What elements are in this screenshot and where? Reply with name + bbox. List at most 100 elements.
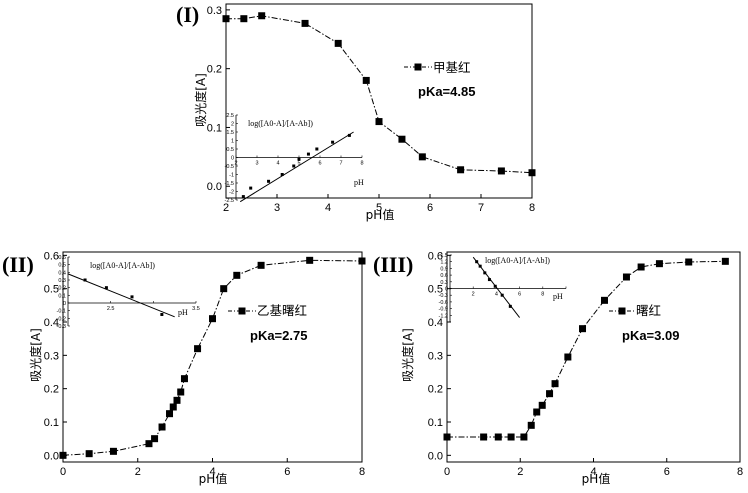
inset-y-tick-label: 2 — [231, 122, 234, 128]
inset-data-point — [331, 140, 335, 144]
inset-x-tick-label: 4 — [276, 161, 279, 167]
inset-y-tick-label: -0.1 — [57, 309, 66, 315]
data-point — [151, 435, 159, 443]
data-point — [721, 257, 729, 265]
data-point — [494, 433, 502, 441]
data-point — [222, 15, 230, 23]
data-point — [301, 19, 309, 27]
x-axis-label: pH值 — [366, 207, 395, 222]
inset-y-tick-label: 0.2 — [58, 286, 66, 292]
x-tick-label: 5 — [376, 202, 382, 214]
data-point — [233, 271, 241, 279]
data-point — [497, 167, 505, 175]
inset-x-tick-label: 8 — [360, 161, 363, 167]
inset-y-tick-label: 1.5 — [440, 253, 448, 259]
pka-annotation: pKa=3.09 — [622, 328, 679, 343]
pka-annotation: pKa=4.85 — [418, 84, 475, 99]
x-tick-label: 3 — [274, 202, 280, 214]
x-tick-label: 8 — [529, 202, 535, 214]
inset-data-point — [160, 313, 164, 316]
data-point — [457, 166, 465, 174]
data-point — [240, 15, 248, 23]
inset-y-tick-label: 1.5 — [226, 130, 234, 136]
inset-y-tick-label: -0.9 — [439, 307, 448, 313]
data-point — [538, 401, 546, 409]
inset-y-tick-label: -0.6 — [439, 300, 448, 306]
data-point — [306, 256, 314, 264]
inset-y-tick-label: 0 — [231, 156, 234, 162]
x-axis-label: pH值 — [199, 471, 228, 486]
legend-marker — [238, 307, 246, 315]
inset-data-point — [475, 260, 479, 264]
data-point — [398, 135, 406, 143]
x-tick-label: 0 — [60, 466, 66, 478]
y-tick-label: 0.2 — [207, 64, 222, 76]
inset-data-point — [500, 293, 504, 297]
y-tick-label: 0.2 — [44, 384, 59, 396]
inset-data-point — [493, 284, 497, 288]
inset-data-point — [487, 278, 491, 282]
data-point — [655, 260, 663, 268]
data-point — [358, 257, 366, 265]
y-tick-label: 0.0 — [207, 181, 222, 193]
y-tick-label: 0.3 — [44, 350, 59, 362]
inset-y-tick-label: 0.3 — [440, 280, 448, 286]
inset-data-point — [280, 173, 284, 176]
data-point — [180, 375, 188, 383]
plot-frame — [62, 251, 363, 463]
data-point — [158, 423, 166, 431]
inset-data-point — [297, 157, 301, 161]
x-tick-label: 4 — [325, 202, 331, 214]
data-point — [173, 396, 181, 404]
inset-y-tick-label: -0.5 — [225, 164, 234, 170]
inset-x-tick-label: 3 — [255, 161, 258, 167]
y-tick-label: 0.1 — [428, 417, 443, 429]
series-line — [447, 260, 726, 438]
y-tick-label: 0.5 — [428, 284, 443, 296]
x-axis-label: pH值 — [582, 471, 611, 486]
inset-y-tick-label: -1 — [229, 173, 234, 179]
x-tick-label: 2 — [135, 466, 141, 478]
panel-label: (I) — [176, 2, 199, 27]
inset-y-tick-label: 0.6 — [58, 255, 66, 261]
inset-y-tick-label: -1.5 — [225, 181, 234, 187]
inset-y-tick-label: -0.3 — [439, 293, 448, 299]
plot-frame — [225, 3, 533, 199]
data-point — [177, 388, 185, 396]
inset-y-tick-label: 0.3 — [58, 278, 66, 284]
inset-x-tick-label: 2 — [234, 161, 237, 167]
inset-data-point — [347, 133, 351, 137]
inset-y-tick-label: -1.2 — [439, 313, 448, 319]
x-tick-label: 8 — [359, 466, 365, 478]
inset-x-label: pH — [354, 178, 364, 187]
inset-y-tick-label: 0.4 — [58, 270, 66, 276]
inset-data-point — [315, 147, 319, 151]
inset-y-label: log([A0-A]/[A-Ab]) — [90, 261, 155, 270]
data-point — [194, 345, 202, 353]
panel-iii: 0 2 4 6 8 0.0 0.1 0.2 0.3 0.4 0.5 0.6 pH值 吸光度[A] (III)… — [373, 250, 743, 486]
inset-x-tick-label: 6 — [518, 292, 521, 298]
panel-label: (III) — [373, 252, 413, 277]
data-point — [600, 296, 608, 304]
x-tick-label: 2 — [223, 202, 229, 214]
y-tick-label: 0.0 — [428, 450, 443, 462]
inset-y-label: log([A0-A]/[A-Ab]) — [248, 119, 313, 128]
data-point — [564, 353, 572, 361]
y-tick-label: 0.4 — [428, 317, 443, 329]
y-axis-label: 吸光度[A] — [28, 328, 43, 382]
data-point — [443, 433, 451, 441]
panel-label: (II) — [2, 252, 34, 277]
series-line — [62, 259, 363, 456]
inset-data-point — [483, 271, 487, 275]
legend-label: 乙基曙红 — [257, 303, 307, 318]
series-line — [226, 15, 533, 174]
y-axis-label: 吸光度[A] — [400, 328, 415, 382]
inset-fit-line — [239, 131, 354, 203]
inset-y-tick-label: 0.1 — [58, 293, 66, 299]
inset-y-tick-label: 1 — [231, 139, 234, 145]
data-point — [520, 433, 528, 441]
x-tick-label: 4 — [209, 466, 215, 478]
x-tick-label: 6 — [664, 466, 670, 478]
legend-marker — [618, 307, 626, 315]
